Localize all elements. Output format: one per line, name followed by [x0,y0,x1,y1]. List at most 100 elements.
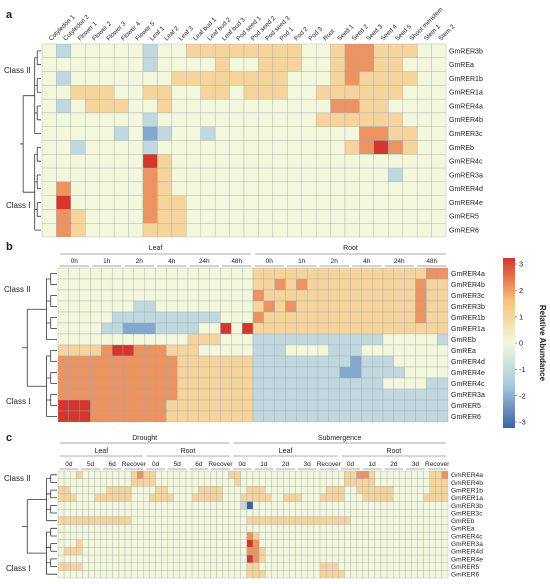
heatmap-cell [214,126,230,141]
heatmap-cell [306,311,319,324]
heatmap-cell [371,333,384,346]
heatmap-cell [216,470,223,479]
heatmap-cell [197,478,205,487]
heatmap-cell [350,355,362,368]
heatmap-cell [441,493,449,502]
row-label: GmRER3c [451,510,483,517]
heatmap-cell [157,43,173,58]
heatmap-cell [362,493,369,502]
heatmap-cell [272,154,288,169]
heatmap-cell [88,493,95,502]
heatmap-cell [234,570,241,579]
heatmap-cell [222,501,229,510]
heatmap-cell [429,470,436,479]
heatmap-cell [411,509,418,518]
heatmap-cell [339,311,351,324]
heatmap-cell [435,509,443,518]
heatmap-cell [82,562,89,571]
heatmap-cell [200,223,216,238]
heatmap-cell [435,486,443,495]
heatmap-cell [143,539,150,548]
heatmap-cell [68,344,80,357]
heatmap-cell [313,478,321,487]
heatmap-cell [426,333,438,346]
heatmap-cell [373,112,389,127]
heatmap-cell [344,43,360,58]
heatmap-cell [289,531,296,540]
heatmap-cell [167,486,174,495]
heatmap-cell [137,493,144,502]
heatmap-cell [130,531,138,540]
heatmap-cell [56,85,72,100]
heatmap-cell [133,333,145,346]
heatmap-cell [373,195,389,210]
heatmap-cell [344,57,360,72]
heatmap-cell [63,493,71,502]
heatmap-cell [130,470,138,479]
heatmap-cell [111,278,124,291]
heatmap-cell [416,43,432,58]
heatmap-cell [63,486,71,495]
heatmap-cell [197,562,205,571]
heatmap-cell [222,547,229,556]
heatmap-cell [246,570,254,579]
heatmap-cell [301,554,309,563]
heatmap-cell [373,126,389,141]
heatmap-cell [70,547,77,556]
heatmap-cell [130,547,138,556]
heatmap-cell [122,289,135,302]
heatmap-cell [76,562,83,571]
heatmap-cell [344,470,351,479]
heatmap-cell [283,562,290,571]
heatmap-cell [423,562,430,571]
heatmap-cell [229,126,245,141]
heatmap-cell [90,344,102,357]
heatmap-cell [436,355,449,368]
heatmap-cell [362,509,369,518]
heatmap-cell [382,289,395,302]
heatmap-cell [285,344,297,357]
heatmap-cell [373,154,389,169]
heatmap-cell [157,98,173,114]
heatmap-cell [393,344,405,357]
heatmap-cell [277,524,284,533]
heatmap-cell [130,486,138,495]
heatmap-cell [319,470,327,479]
heatmap-cell [277,531,284,540]
heatmap-cell [241,410,254,423]
heatmap-cell [361,289,373,302]
heatmap-cell [41,209,57,224]
heatmap-cell [313,516,321,525]
heatmap-cell [399,478,406,487]
heatmap-cell [287,140,302,155]
heatmap-cell [405,486,412,495]
heatmap-cell [122,377,135,390]
heatmap-cell [258,223,274,238]
heatmap-cell [283,531,290,540]
heatmap-cell [191,493,199,502]
heatmap-cell [112,478,120,487]
heatmap-cell [330,71,346,86]
heatmap-cell [332,539,339,548]
heatmap-cell [57,554,65,563]
heatmap-cell [118,562,126,571]
heatmap-cell [371,388,384,401]
heatmap-cell [265,531,272,540]
heatmap-cell [272,43,288,58]
heatmap-cell [161,531,168,540]
heatmap-cell [166,278,178,291]
heatmap-cell [436,366,449,379]
heatmap-cell [240,509,248,518]
heatmap-cell [112,562,120,571]
heatmap-cell [274,399,286,412]
heatmap-cell [313,570,321,579]
heatmap-cell [436,322,449,335]
heatmap-cell [166,399,178,412]
heatmap-cell [307,562,315,571]
group-label: Root [386,448,401,455]
heatmap-cell [325,531,333,540]
heatmap-cell [243,223,259,238]
heatmap-cell [90,377,102,390]
heatmap-cell [94,478,101,487]
heatmap-cell [338,539,345,548]
